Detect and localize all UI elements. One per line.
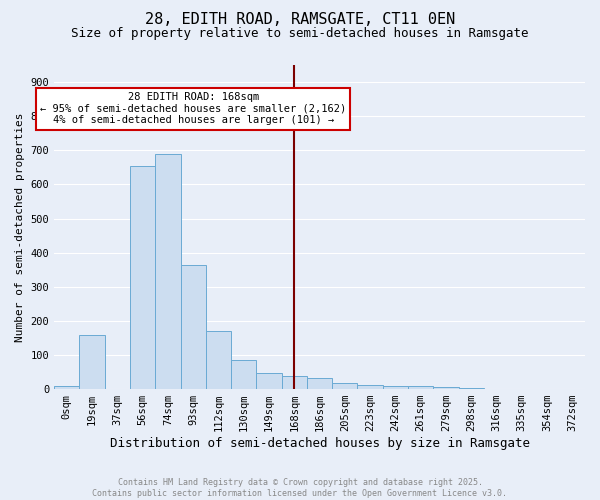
Bar — [79, 334, 105, 389]
Bar — [256, 373, 281, 389]
Text: 28, EDITH ROAD, RAMSGATE, CT11 0EN: 28, EDITH ROAD, RAMSGATE, CT11 0EN — [145, 12, 455, 28]
Bar — [358, 384, 383, 389]
Bar — [458, 388, 484, 389]
Bar — [231, 360, 256, 389]
Text: Contains HM Land Registry data © Crown copyright and database right 2025.
Contai: Contains HM Land Registry data © Crown c… — [92, 478, 508, 498]
Bar — [155, 154, 181, 389]
Bar — [181, 264, 206, 389]
Bar — [281, 376, 307, 389]
Bar — [54, 386, 79, 389]
Bar — [307, 378, 332, 389]
Bar — [383, 386, 408, 389]
Bar — [408, 386, 433, 389]
Y-axis label: Number of semi-detached properties: Number of semi-detached properties — [15, 112, 25, 342]
Text: Size of property relative to semi-detached houses in Ramsgate: Size of property relative to semi-detach… — [71, 28, 529, 40]
Bar — [206, 331, 231, 389]
Bar — [433, 388, 458, 389]
Text: 28 EDITH ROAD: 168sqm
← 95% of semi-detached houses are smaller (2,162)
4% of se: 28 EDITH ROAD: 168sqm ← 95% of semi-deta… — [40, 92, 346, 126]
X-axis label: Distribution of semi-detached houses by size in Ramsgate: Distribution of semi-detached houses by … — [110, 437, 530, 450]
Bar — [130, 166, 155, 389]
Bar — [332, 384, 358, 389]
